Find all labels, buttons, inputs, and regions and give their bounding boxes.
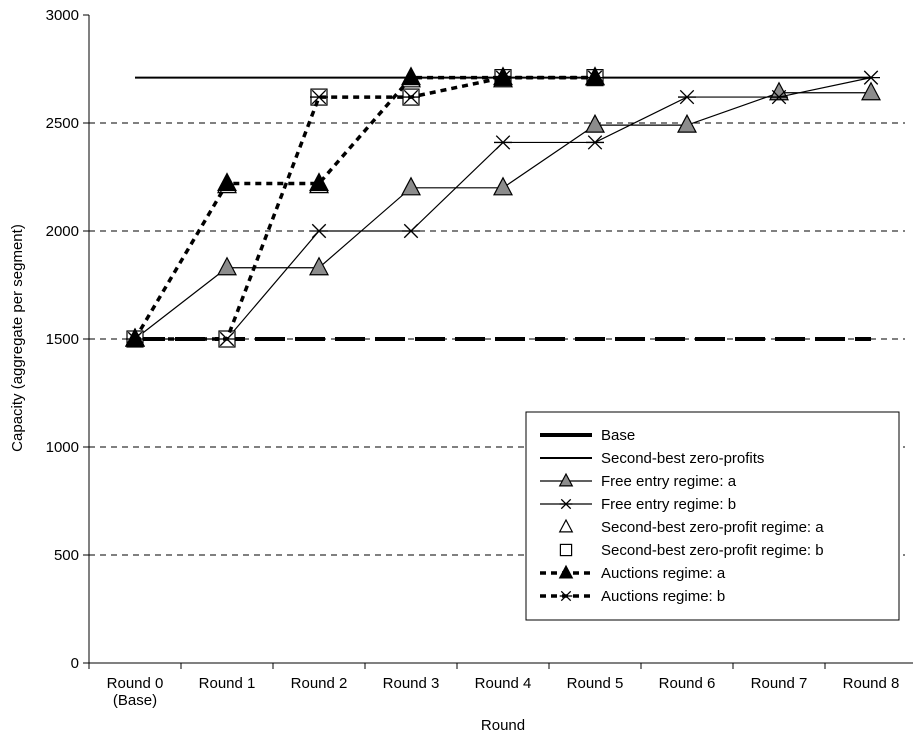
y-tick-label-3000: 3000 [46, 7, 79, 24]
data-point-free-entry-regime-b-8 [862, 70, 880, 85]
data-point-free-entry-regime-a-1 [217, 256, 237, 276]
series-free-entry-regime-b [126, 70, 880, 347]
data-point-auctions-regime-b-0 [126, 331, 144, 347]
legend-label-auctions-regime-b: Auctions regime: b [601, 588, 725, 605]
y-tick-label-1000: 1000 [46, 439, 79, 456]
data-point-free-entry-regime-a-6 [677, 113, 697, 133]
legend-marker-free-entry-regime-a [558, 472, 574, 487]
x-tick-label-line: Round 5 [567, 675, 624, 692]
x-tick-label-8: Round 8 [843, 675, 900, 692]
y-tick-label-500: 500 [54, 547, 79, 564]
data-point-auctions-regime-b-3 [402, 89, 420, 105]
series-line-free-entry-regime-a [134, 92, 871, 340]
y-axis-title: Capacity (aggregate per segment) [9, 224, 26, 452]
x-tick-label-5: Round 5 [567, 675, 624, 692]
x-tick-label-6: Round 6 [659, 675, 716, 692]
legend-marker-auctions-regime-b [559, 590, 573, 602]
y-tick-label-0: 0 [71, 655, 79, 672]
data-point-auctions-regime-b-1 [218, 331, 236, 347]
data-point-auctions-regime-a-2 [309, 172, 329, 192]
series-second-best-zero-profit-regime-a [125, 66, 605, 347]
series-second-best-zero-profit-regime-b [126, 69, 604, 348]
x-tick-labels: Round 0 (Base) Round 1 Round 2 Round 3 Round … [107, 675, 900, 709]
x-tick-label-line: Round 8 [843, 675, 900, 692]
axes [83, 14, 913, 669]
data-point-free-entry-regime-b-7 [770, 89, 788, 105]
data-point-free-entry-regime-a-3 [401, 176, 421, 196]
data-point-free-entry-regime-a-2 [309, 256, 329, 276]
data-point-auctions-regime-a-1 [217, 172, 237, 192]
x-tick-label-line: (Base) [113, 692, 157, 709]
data-point-free-entry-regime-b-4 [494, 135, 512, 150]
x-tick-label-7: Round 7 [751, 675, 808, 692]
data-point-free-entry-regime-b-3 [402, 223, 420, 239]
legend-marker-second-best-zero-profit-regime-a [558, 518, 574, 533]
data-point-free-entry-regime-a-5 [585, 113, 605, 133]
legend-label-auctions-regime-a: Auctions regime: a [601, 565, 726, 582]
data-point-auctions-regime-b-2 [310, 89, 328, 105]
legend-label-second-best-zero-profits: Second-best zero-profits [601, 450, 764, 467]
y-tick-label-2000: 2000 [46, 223, 79, 240]
x-tick-label-0: Round 0 (Base) [107, 675, 164, 709]
legend-label-second-best-zero-profit-regime-a: Second-best zero-profit regime: a [601, 519, 824, 536]
x-tick-label-1: Round 1 [199, 675, 256, 692]
x-axis-title: Round [481, 717, 525, 734]
series-auctions-regime-a [125, 66, 605, 347]
legend-marker-free-entry-regime-b [559, 498, 573, 510]
legend-label-free-entry-regime-b: Free entry regime: b [601, 496, 736, 513]
x-tick-label-line: Round 4 [475, 675, 532, 692]
y-tick-labels: 0 500 1000 1500 2000 2500 3000 [46, 7, 79, 672]
x-tick-label-3: Round 3 [383, 675, 440, 692]
series-line-auctions-regime-b [135, 75, 595, 341]
data-point-free-entry-regime-a-7 [769, 81, 789, 101]
x-tick-label-line: Round 1 [199, 675, 256, 692]
y-tick-label-2500: 2500 [46, 115, 79, 132]
series-line-auctions-regime-a [133, 75, 595, 340]
x-tick-label-line: Round 0 [107, 675, 164, 692]
legend: Base Second-best zero-profits Free entry r… [525, 411, 900, 621]
series-line-free-entry-regime-b [135, 77, 872, 340]
legend-label-second-best-zero-profit-regime-b: Second-best zero-profit regime: b [601, 542, 824, 559]
y-tick-label-1500: 1500 [46, 331, 79, 348]
x-tick-label-2: Round 2 [291, 675, 348, 692]
x-tick-label-line: Round 2 [291, 675, 348, 692]
data-point-free-entry-regime-a-8 [861, 81, 881, 101]
data-point-free-entry-regime-b-6 [678, 89, 696, 105]
legend-box [525, 411, 900, 621]
x-tick-label-4: Round 4 [475, 675, 532, 692]
data-point-auctions-regime-b-4 [494, 70, 512, 85]
x-tick-label-line: Round 7 [751, 675, 808, 692]
series-group [125, 66, 881, 348]
data-point-auctions-regime-a-3 [401, 66, 421, 86]
data-point-auctions-regime-b-5 [586, 70, 604, 85]
x-tick-label-line: Round 3 [383, 675, 440, 692]
data-point-free-entry-regime-b-2 [310, 223, 328, 239]
legend-marker-auctions-regime-a [558, 564, 574, 579]
x-tick-label-line: Round 6 [659, 675, 716, 692]
data-point-free-entry-regime-a-4 [493, 176, 513, 196]
legend-marker-second-best-zero-profit-regime-b [559, 543, 573, 557]
data-point-free-entry-regime-b-5 [586, 135, 604, 150]
legend-label-base: Base [601, 427, 635, 444]
legend-label-free-entry-regime-a: Free entry regime: a [601, 473, 737, 490]
series-auctions-regime-b [126, 70, 604, 347]
